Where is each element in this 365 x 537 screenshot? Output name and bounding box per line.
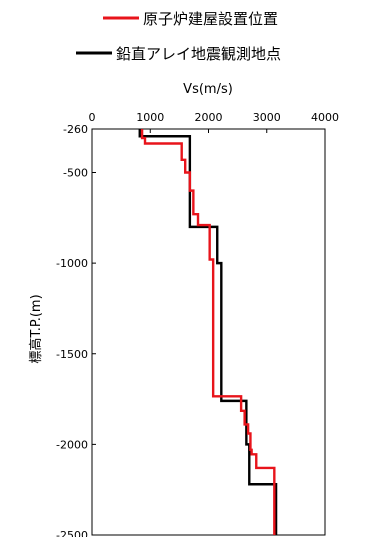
x-tick-label: 4000 <box>311 111 339 124</box>
plot-area <box>91 128 326 536</box>
legend-label-array: 鉛直アレイ地震観測地点 <box>116 45 281 63</box>
x-tick-label: 0 <box>89 111 96 124</box>
y-tick-label: -1500 <box>56 348 88 361</box>
x-axis-ticks: 0 1000 2000 3000 4000 <box>89 111 339 133</box>
y-axis-ticks: -260 -500 -1000 -1500 -2000 -2500 <box>56 123 96 537</box>
legend-label-reactor: 原子炉建屋設置位置 <box>143 10 278 28</box>
y-axis-label: 標高T.P.(m) <box>28 294 44 363</box>
y-tick-label: -2000 <box>56 438 88 451</box>
legend: 原子炉建屋設置位置 鉛直アレイ地震観測地点 <box>76 10 281 63</box>
y-tick-label: -2500 <box>56 529 88 537</box>
y-tick-label: -500 <box>63 167 88 180</box>
x-axis-label: Vs(m/s) <box>183 82 233 97</box>
y-tick-label: -260 <box>63 123 88 136</box>
series-layer <box>138 129 278 535</box>
y-tick-label: -1000 <box>56 257 88 270</box>
series-line-array <box>138 129 278 535</box>
x-tick-label: 3000 <box>253 111 281 124</box>
x-tick-label: 1000 <box>136 111 164 124</box>
x-tick-label: 2000 <box>195 111 223 124</box>
series-line-reactor <box>140 129 276 535</box>
